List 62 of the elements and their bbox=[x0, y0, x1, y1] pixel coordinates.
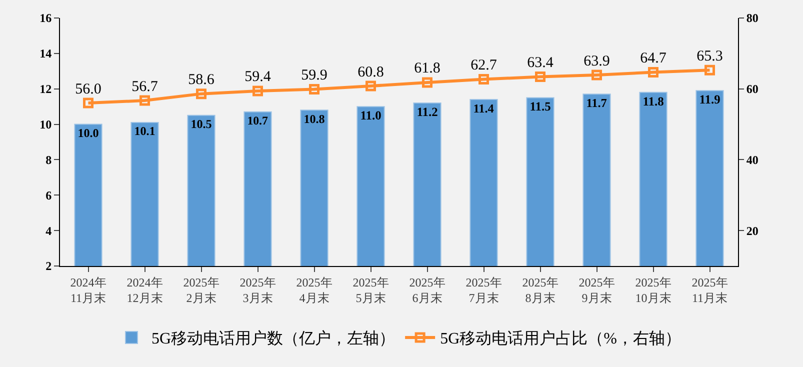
x-tick-label: 2024年 11月末 bbox=[70, 275, 106, 305]
data-label: 11.0 bbox=[360, 108, 382, 123]
x-tick-label: 2025年 11月末 bbox=[692, 275, 728, 305]
data-label: 11.5 bbox=[530, 100, 551, 114]
data-label: 10.7 bbox=[247, 113, 268, 128]
y2-tick-label: 60 bbox=[746, 82, 758, 96]
legend-label: 5G移动电话用户数（亿户，左轴） bbox=[152, 330, 396, 348]
data-label: 61.8 bbox=[414, 60, 440, 77]
legend-label: 5G移动电话用户占比（%，右轴） bbox=[440, 330, 681, 348]
data-label: 11.9 bbox=[699, 92, 720, 107]
point bbox=[704, 64, 715, 76]
data-label: 58.6 bbox=[188, 72, 215, 88]
data-label: 10.5 bbox=[190, 117, 212, 132]
data-label: 11.8 bbox=[642, 94, 664, 108]
data-label: 10.8 bbox=[304, 112, 325, 126]
y2-tick-label: 20 bbox=[746, 224, 758, 238]
y-tick-label: 14 bbox=[40, 46, 52, 61]
x-tick-label: 2025年 5月末 bbox=[352, 275, 389, 305]
point bbox=[252, 86, 263, 96]
point bbox=[83, 98, 94, 108]
point bbox=[422, 77, 432, 88]
y2-tick-label: 80 bbox=[746, 11, 758, 26]
x-tick-label: 2025年 4月末 bbox=[296, 275, 332, 305]
x-tick-label: 2025年 3月末 bbox=[240, 275, 276, 305]
point bbox=[648, 66, 658, 78]
data-label: 59.9 bbox=[301, 67, 328, 84]
data-label: 64.7 bbox=[640, 50, 667, 66]
data-label: 11.2 bbox=[416, 104, 438, 119]
data-label: 60.8 bbox=[358, 64, 384, 80]
data-label: 56.7 bbox=[132, 78, 158, 95]
y-tick-label: 2 bbox=[46, 259, 52, 274]
data-label: 11.7 bbox=[586, 96, 607, 110]
x-tick-label: 2024年 12月末 bbox=[126, 275, 163, 305]
x-tick-label: 2025年 9月末 bbox=[578, 275, 615, 305]
data-label: 59.4 bbox=[244, 69, 272, 86]
data-label: 62.7 bbox=[470, 58, 498, 74]
point bbox=[309, 84, 320, 94]
x-tick-label: 2025年 8月末 bbox=[522, 275, 558, 305]
x-tick-label: 2025年 7月末 bbox=[466, 275, 502, 305]
point bbox=[535, 72, 546, 82]
data-label: 63.4 bbox=[527, 55, 554, 72]
data-label: 65.3 bbox=[696, 48, 723, 64]
data-label: 10.0 bbox=[78, 126, 99, 140]
y-tick-label: 10 bbox=[40, 117, 52, 132]
data-label: 63.9 bbox=[584, 53, 610, 70]
x-tick-label: 2025年 6月末 bbox=[409, 275, 446, 305]
data-label: 11.4 bbox=[473, 101, 494, 116]
y-tick-label: 4 bbox=[46, 224, 52, 238]
point bbox=[592, 70, 602, 80]
point bbox=[196, 88, 206, 100]
x-tick-label: 2025年 2月末 bbox=[183, 275, 220, 305]
y2-tick-label: 40 bbox=[746, 152, 758, 167]
y-tick-label: 8 bbox=[46, 152, 52, 167]
point bbox=[366, 80, 376, 92]
y-tick-label: 6 bbox=[46, 188, 52, 202]
point bbox=[140, 95, 150, 106]
data-label: 10.1 bbox=[134, 124, 156, 138]
point bbox=[478, 74, 489, 85]
data-label: 56.0 bbox=[75, 81, 102, 98]
x-tick-label: 2025年 10月末 bbox=[635, 275, 672, 305]
y-tick-label: 16 bbox=[40, 11, 52, 26]
y-tick-label: 12 bbox=[40, 82, 52, 96]
